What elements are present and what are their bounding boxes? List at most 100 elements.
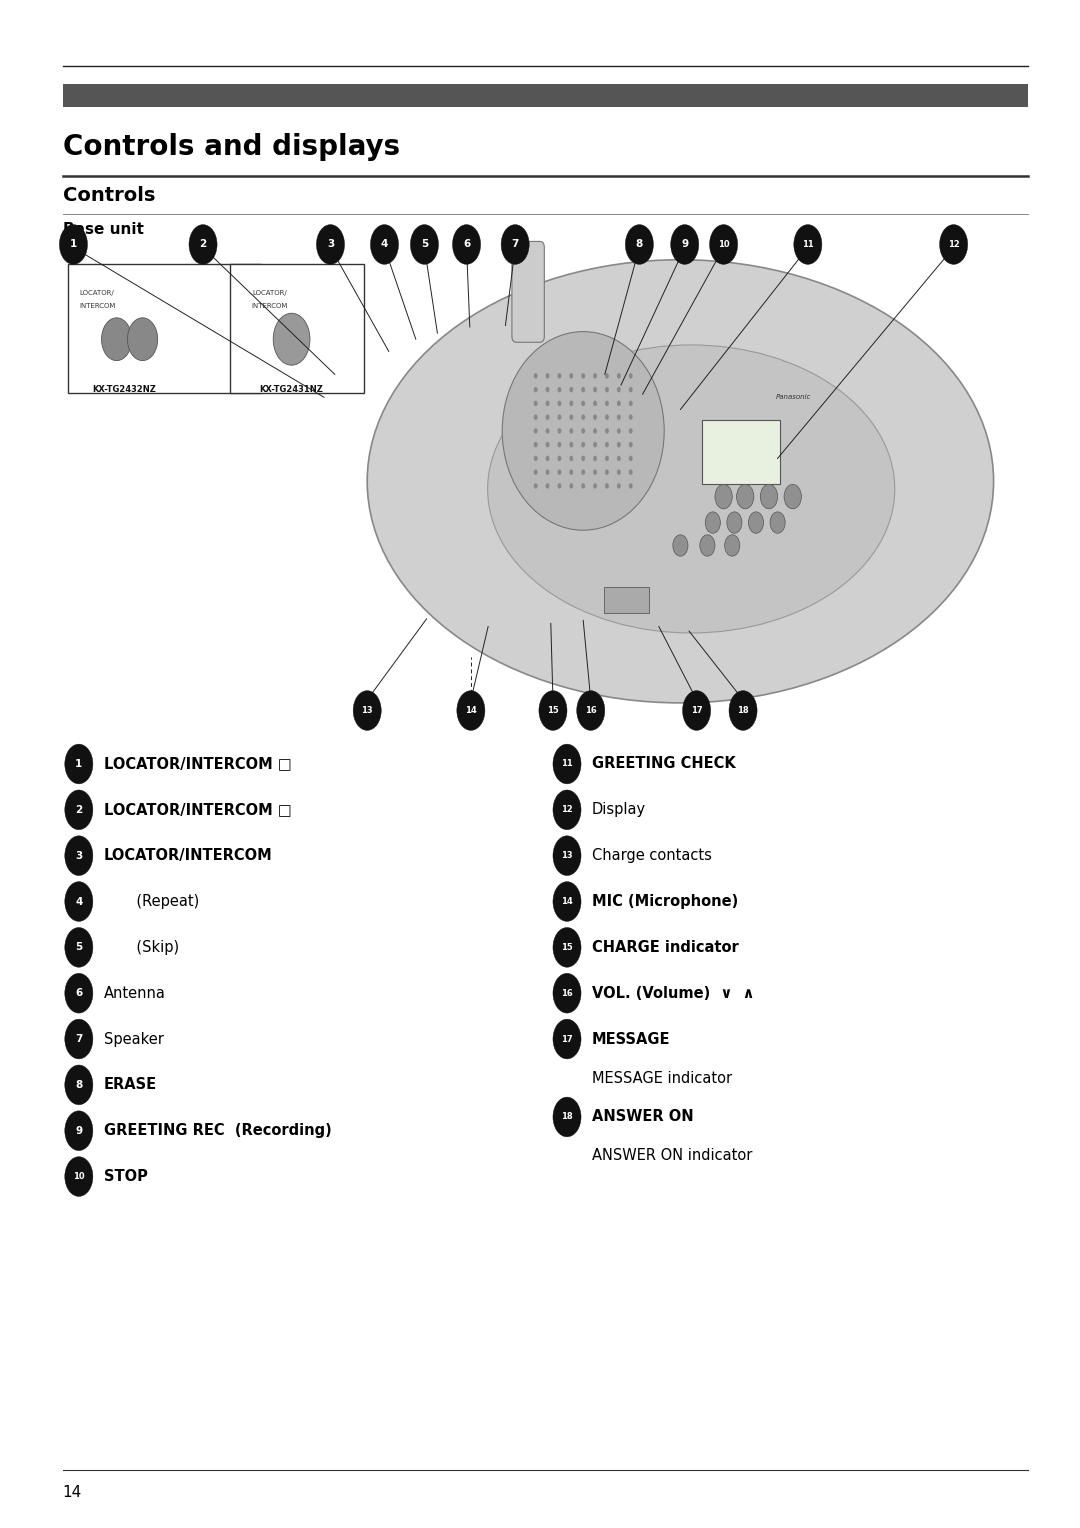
Circle shape <box>593 455 597 461</box>
Text: GREETING CHECK: GREETING CHECK <box>592 756 735 772</box>
Circle shape <box>715 484 732 509</box>
FancyBboxPatch shape <box>230 264 364 393</box>
Text: 5: 5 <box>421 240 428 249</box>
Text: Controls: Controls <box>63 186 156 205</box>
Text: VOL. (Volume)  ∨  ∧: VOL. (Volume) ∨ ∧ <box>592 986 754 1001</box>
Text: 18: 18 <box>738 706 748 715</box>
Circle shape <box>557 455 562 461</box>
Text: 15: 15 <box>548 706 558 715</box>
Text: LOCATOR/INTERCOM □: LOCATOR/INTERCOM □ <box>104 756 292 772</box>
Circle shape <box>760 484 778 509</box>
Circle shape <box>534 455 538 461</box>
Circle shape <box>569 373 573 379</box>
Text: Charge contacts: Charge contacts <box>592 848 712 863</box>
Circle shape <box>605 414 609 420</box>
Circle shape <box>569 455 573 461</box>
Circle shape <box>593 414 597 420</box>
Circle shape <box>593 387 597 393</box>
Circle shape <box>671 225 699 264</box>
Circle shape <box>557 442 562 448</box>
Text: 13: 13 <box>362 706 373 715</box>
Circle shape <box>725 535 740 556</box>
Text: 9: 9 <box>681 240 688 249</box>
Circle shape <box>593 428 597 434</box>
Text: 15: 15 <box>562 943 572 952</box>
Circle shape <box>593 469 597 475</box>
Circle shape <box>581 442 585 448</box>
Text: KX-TG2432NZ: KX-TG2432NZ <box>92 385 157 394</box>
Circle shape <box>557 373 562 379</box>
Text: Base unit: Base unit <box>63 222 144 237</box>
Circle shape <box>65 836 93 876</box>
Circle shape <box>605 483 609 489</box>
Circle shape <box>605 400 609 406</box>
Circle shape <box>629 469 633 475</box>
Circle shape <box>545 400 550 406</box>
Circle shape <box>629 400 633 406</box>
Text: 8: 8 <box>76 1080 82 1089</box>
Text: 6: 6 <box>463 240 470 249</box>
Circle shape <box>102 318 132 361</box>
FancyBboxPatch shape <box>63 84 1028 107</box>
Circle shape <box>457 691 485 730</box>
Circle shape <box>605 469 609 475</box>
Text: ANSWER ON: ANSWER ON <box>592 1109 693 1125</box>
Circle shape <box>545 469 550 475</box>
Circle shape <box>705 512 720 533</box>
Circle shape <box>748 512 764 533</box>
Circle shape <box>557 387 562 393</box>
Text: MESSAGE indicator: MESSAGE indicator <box>592 1071 732 1085</box>
Text: Antenna: Antenna <box>104 986 165 1001</box>
Text: 10: 10 <box>73 1172 84 1181</box>
Ellipse shape <box>899 422 976 571</box>
Circle shape <box>629 428 633 434</box>
Circle shape <box>605 455 609 461</box>
Circle shape <box>569 387 573 393</box>
Text: LOCATOR/INTERCOM: LOCATOR/INTERCOM <box>104 848 272 863</box>
Text: 17: 17 <box>562 1034 572 1044</box>
Circle shape <box>553 927 581 967</box>
Circle shape <box>65 927 93 967</box>
Text: 5: 5 <box>76 943 82 952</box>
Text: 1: 1 <box>70 240 77 249</box>
Circle shape <box>545 387 550 393</box>
Circle shape <box>700 535 715 556</box>
Circle shape <box>553 882 581 921</box>
Circle shape <box>557 400 562 406</box>
Circle shape <box>569 414 573 420</box>
Text: 16: 16 <box>585 706 596 715</box>
Text: Speaker: Speaker <box>104 1031 163 1047</box>
Circle shape <box>617 414 621 420</box>
FancyBboxPatch shape <box>512 241 544 342</box>
Circle shape <box>534 373 538 379</box>
Circle shape <box>534 428 538 434</box>
Circle shape <box>629 373 633 379</box>
Circle shape <box>65 744 93 784</box>
Circle shape <box>410 225 438 264</box>
Circle shape <box>581 414 585 420</box>
Text: 8: 8 <box>636 240 643 249</box>
Text: 11: 11 <box>802 240 813 249</box>
Circle shape <box>545 483 550 489</box>
Circle shape <box>557 414 562 420</box>
Circle shape <box>569 428 573 434</box>
Circle shape <box>683 691 711 730</box>
Circle shape <box>617 483 621 489</box>
Circle shape <box>625 225 653 264</box>
Circle shape <box>545 428 550 434</box>
Circle shape <box>581 483 585 489</box>
Circle shape <box>189 225 217 264</box>
Text: Display: Display <box>592 802 646 817</box>
Circle shape <box>729 691 757 730</box>
Text: CHARGE indicator: CHARGE indicator <box>592 940 739 955</box>
Circle shape <box>577 691 605 730</box>
Text: 9: 9 <box>76 1126 82 1135</box>
Circle shape <box>65 1019 93 1059</box>
Circle shape <box>553 790 581 830</box>
Circle shape <box>553 1019 581 1059</box>
Circle shape <box>581 373 585 379</box>
Text: 3: 3 <box>76 851 82 860</box>
Text: 14: 14 <box>63 1485 82 1500</box>
Circle shape <box>605 442 609 448</box>
Text: 7: 7 <box>512 240 518 249</box>
